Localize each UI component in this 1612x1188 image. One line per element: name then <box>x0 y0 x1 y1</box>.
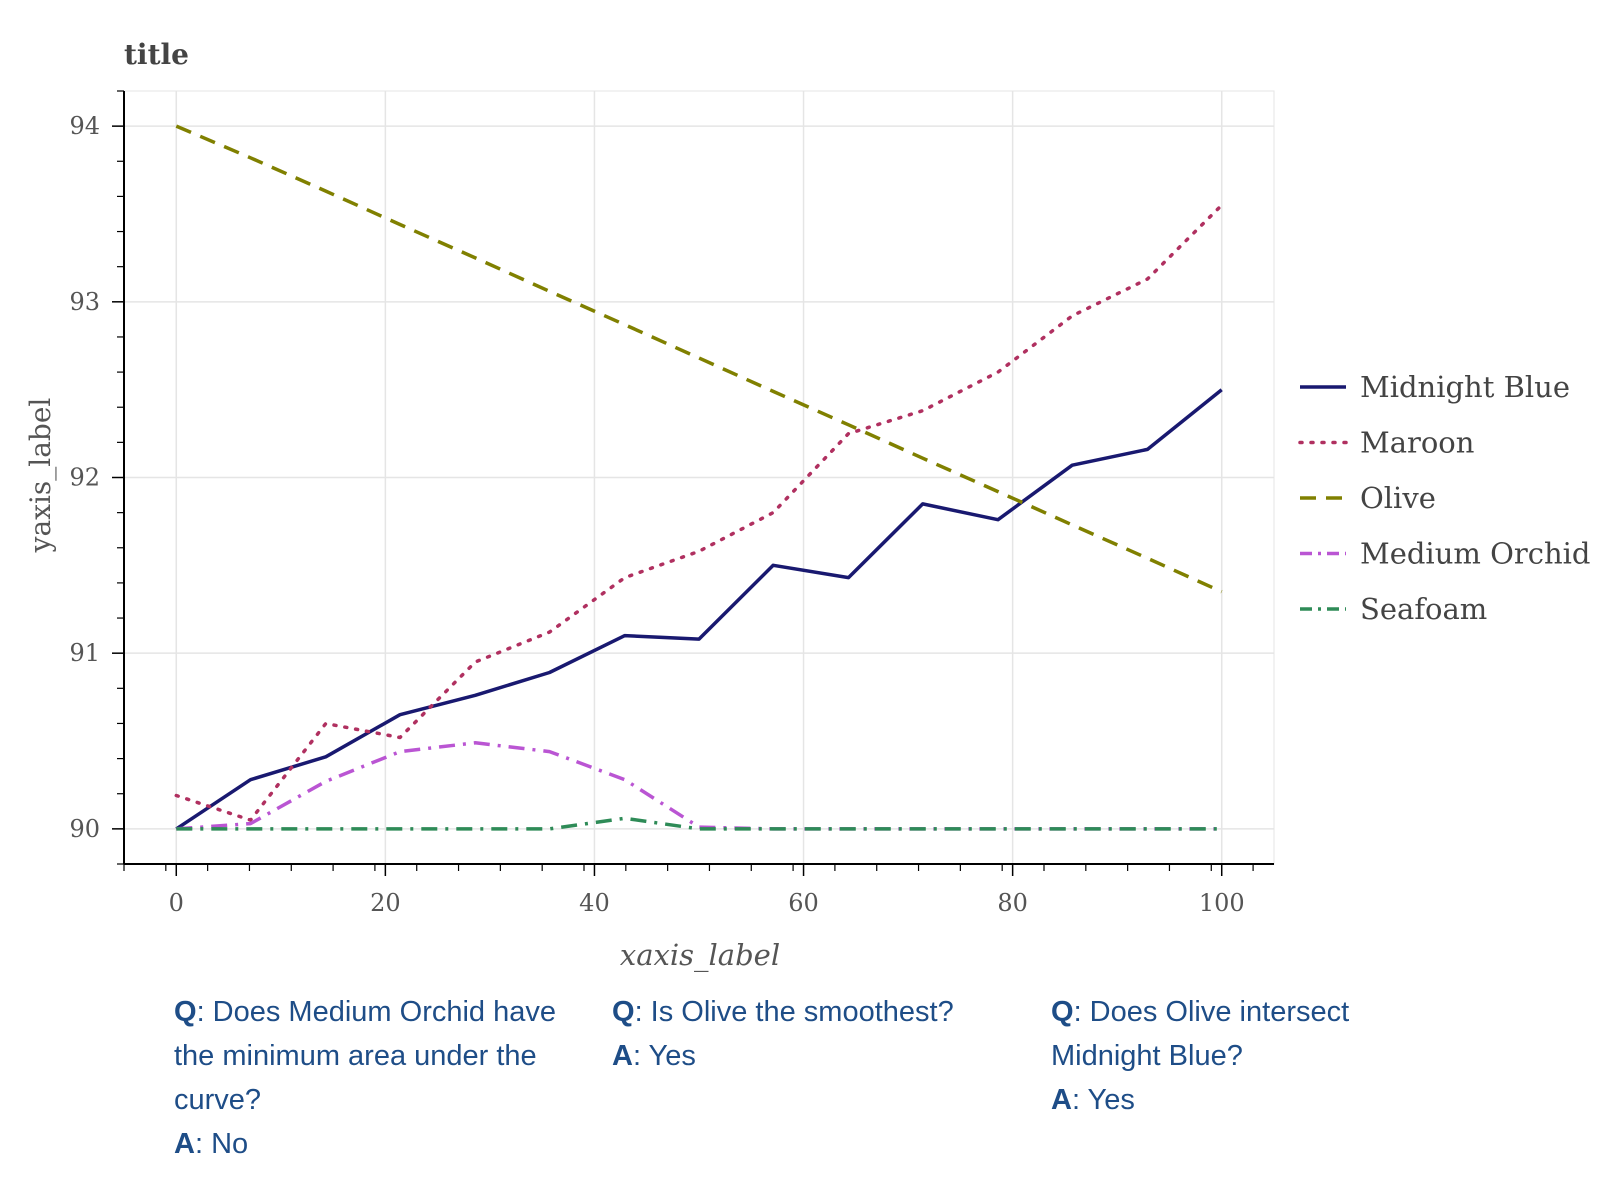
series-line-medium-orchid <box>176 741 1222 831</box>
legend-label: Maroon <box>1360 426 1474 460</box>
series-line-seafoam <box>176 816 1222 831</box>
y-axis-label: yaxis_label <box>24 398 57 554</box>
x-tick-label: 80 <box>997 889 1028 917</box>
q-prefix: Q <box>612 996 635 1028</box>
x-axis-label: xaxis_label <box>620 938 780 973</box>
qa-item-2: Q: Is Olive the smoothest? A: Yes <box>612 990 1012 1078</box>
qa-answer: A: No <box>174 1122 574 1166</box>
qa-question: Q: Is Olive the smoothest? <box>612 990 1012 1034</box>
qa-answer: A: Yes <box>1051 1078 1451 1122</box>
y-tick-label: 94 <box>69 112 100 140</box>
a-prefix: A <box>612 1040 633 1072</box>
question-text: : Does Medium Orchid have the minimum ar… <box>174 996 556 1116</box>
q-prefix: Q <box>174 996 197 1028</box>
a-prefix: A <box>174 1128 195 1160</box>
series-line-olive <box>175 124 1223 594</box>
a-prefix: A <box>1051 1084 1072 1116</box>
qa-question: Q: Does Olive intersect Midnight Blue? <box>1051 990 1451 1078</box>
legend: Midnight Blue Maroon Olive Medium Orchid Sea… <box>1298 370 1591 626</box>
line-chart: title 0 20 40 60 80 100 90 91 92 93 94 xaxis_label… <box>24 38 1591 973</box>
x-tick-label: 100 <box>1199 889 1245 917</box>
y-tick-label: 92 <box>69 464 100 492</box>
legend-label: Medium Orchid <box>1360 537 1591 571</box>
legend-label: Olive <box>1360 481 1436 515</box>
chart-title: title <box>124 38 189 71</box>
grid <box>124 91 1274 864</box>
x-tick-label: 0 <box>169 889 184 917</box>
series-line-midnight-blue <box>175 388 1223 831</box>
legend-label: Midnight Blue <box>1360 370 1570 404</box>
y-tick-label: 91 <box>69 639 100 667</box>
y-tick-label: 93 <box>69 288 100 316</box>
series-line-maroon <box>174 203 1224 822</box>
y-tick-label: 90 <box>69 815 100 843</box>
answer-text: : Yes <box>632 1040 696 1072</box>
series-group <box>174 124 1224 831</box>
question-text: : Does Olive intersect Midnight Blue? <box>1051 996 1350 1072</box>
legend-label: Seafoam <box>1360 592 1487 626</box>
x-tick-label: 60 <box>788 889 819 917</box>
answer-text: : Yes <box>1071 1084 1135 1116</box>
qa-answer: A: Yes <box>612 1034 1012 1078</box>
axes: 0 20 40 60 80 100 90 91 92 93 94 <box>69 90 1274 917</box>
answer-text: : No <box>194 1128 249 1160</box>
q-prefix: Q <box>1051 996 1074 1028</box>
x-tick-label: 40 <box>579 889 610 917</box>
x-tick-label: 20 <box>370 889 401 917</box>
question-text: : Is Olive the smoothest? <box>634 996 954 1028</box>
qa-question: Q: Does Medium Orchid have the minimum a… <box>174 990 574 1122</box>
qa-item-3: Q: Does Olive intersect Midnight Blue? A… <box>1051 990 1451 1122</box>
qa-item-1: Q: Does Medium Orchid have the minimum a… <box>174 990 574 1166</box>
